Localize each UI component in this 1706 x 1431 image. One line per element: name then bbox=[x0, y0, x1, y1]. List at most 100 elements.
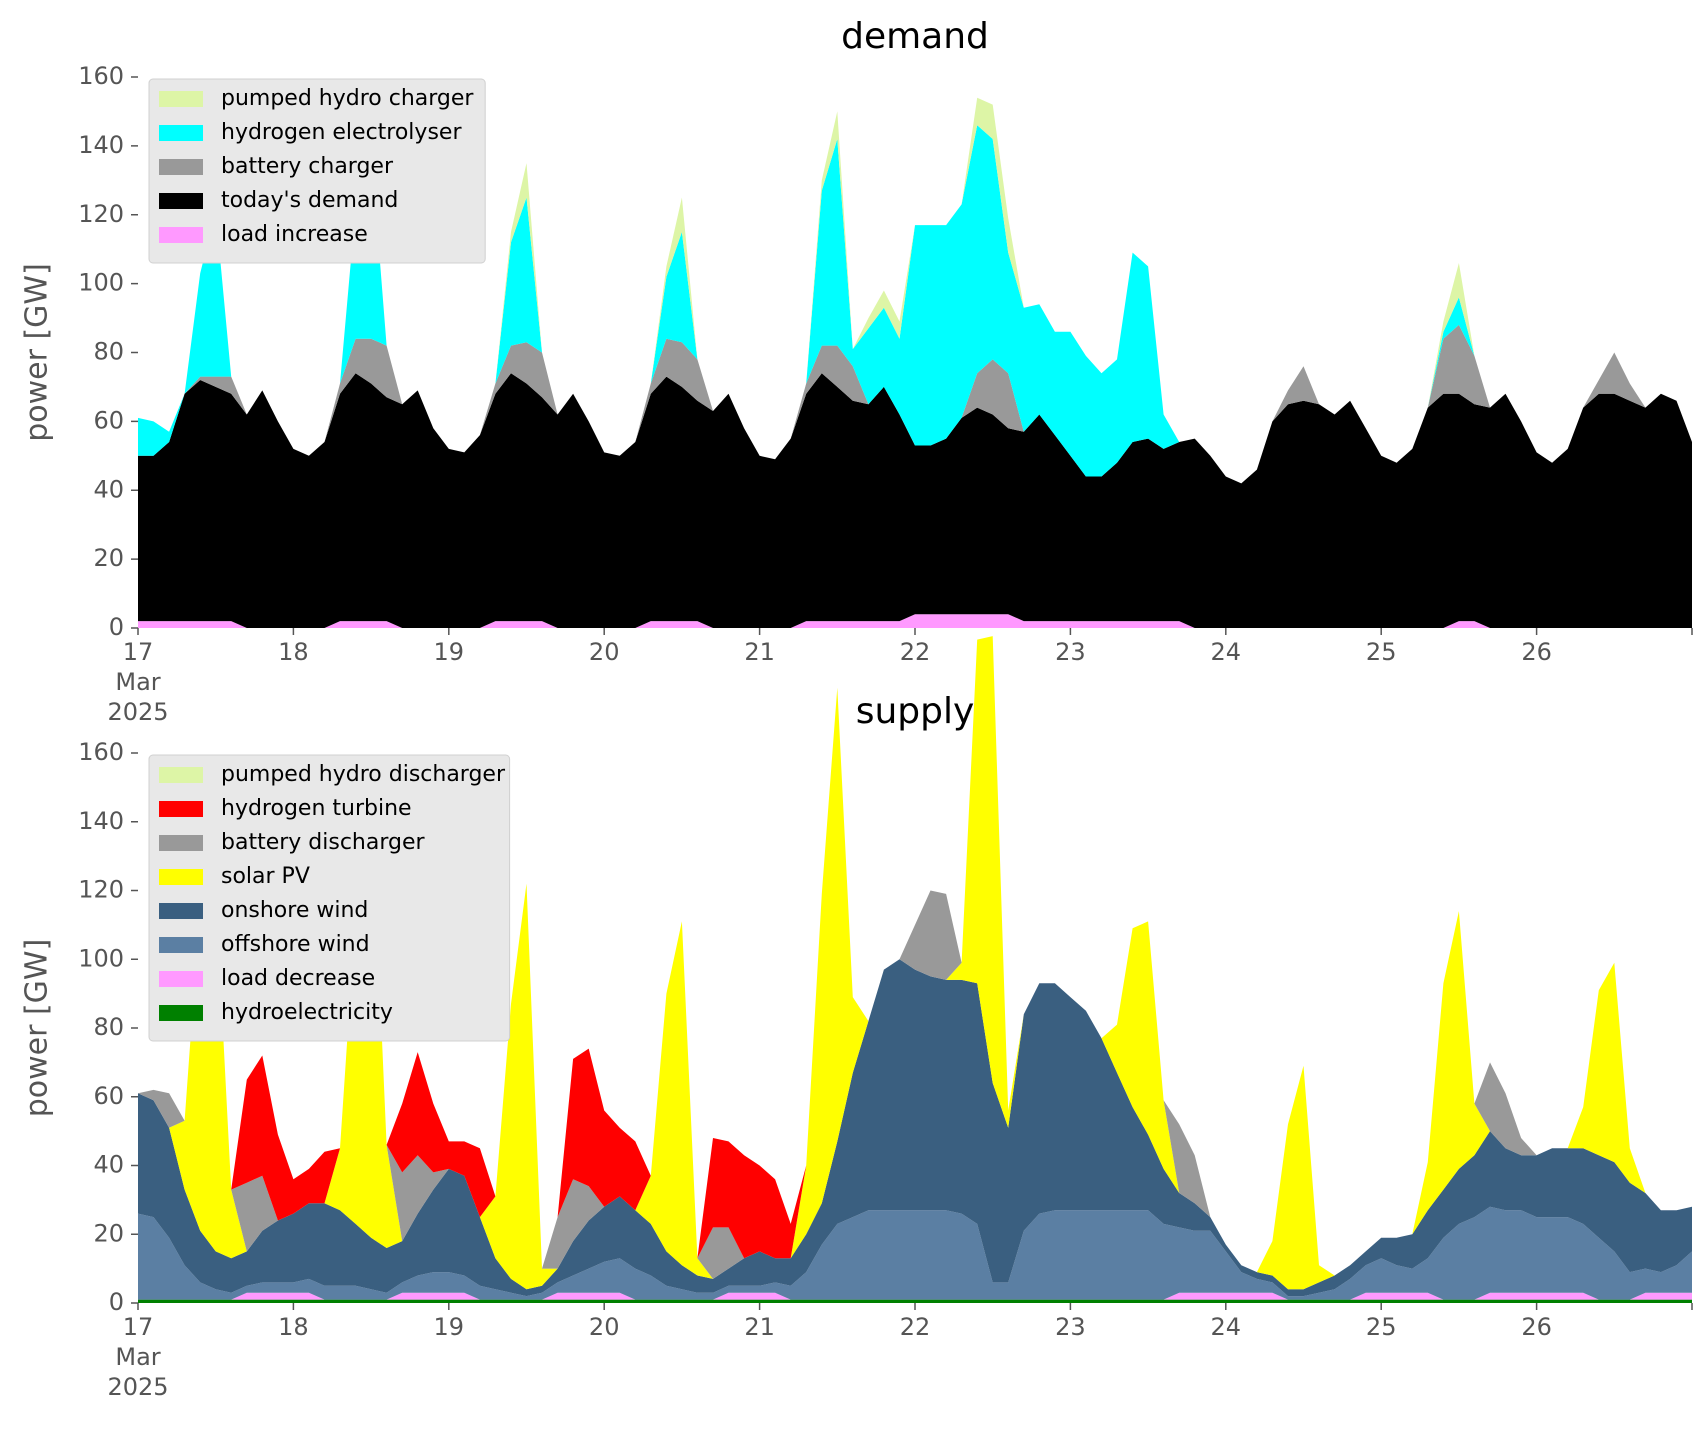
y-tick-label: 80 bbox=[93, 1013, 124, 1041]
area-series-battery-charger bbox=[138, 324, 1692, 484]
legend-item-load-increase: load increase bbox=[159, 222, 368, 247]
y-tick-label: 20 bbox=[93, 544, 124, 572]
y-axis-label: power [GW] bbox=[20, 263, 55, 442]
x-tick-label: 20 bbox=[589, 638, 620, 666]
legend-swatch bbox=[159, 869, 203, 885]
legend-label: load decrease bbox=[221, 966, 375, 991]
chart-title: supply bbox=[856, 691, 975, 732]
y-tick-label: 80 bbox=[93, 338, 124, 366]
legend-swatch bbox=[159, 801, 203, 817]
legend-item-hydrogen-turbine: hydrogen turbine bbox=[159, 796, 412, 821]
area-series-offshore-wind bbox=[138, 1206, 1692, 1300]
area-series-pumped-hydro-charger bbox=[138, 97, 1692, 484]
area-series-load-decrease bbox=[138, 1292, 1692, 1300]
y-axis: 0 20 40 60 80 100 120 140 160 bbox=[78, 738, 138, 1316]
legend-box bbox=[148, 754, 511, 1042]
legend-swatch bbox=[159, 767, 203, 783]
x-tick-label: 25 bbox=[1366, 1313, 1397, 1341]
x-tick-label: 24 bbox=[1211, 638, 1242, 666]
y-tick-label: 40 bbox=[93, 1151, 124, 1179]
legend-label: battery discharger bbox=[221, 830, 426, 855]
legend-label: pumped hydro charger bbox=[221, 86, 474, 111]
x-tick-label: 23 bbox=[1055, 1313, 1086, 1341]
y-tick-label: 40 bbox=[93, 475, 124, 503]
x-tick-label: 26 bbox=[1521, 1313, 1552, 1341]
area-series-hydrogen-turbine bbox=[138, 636, 1692, 1276]
legend-swatch bbox=[159, 159, 203, 175]
chart-title: demand bbox=[841, 16, 989, 57]
area-series-hydrogen-electrolyser bbox=[138, 125, 1692, 484]
y-tick-label: 60 bbox=[93, 1082, 124, 1110]
chart-panel-demand: demand 0 20 40 60 80 100 120 140 160 power [GW] 17M… bbox=[20, 16, 1693, 726]
x-tick-label: 23 bbox=[1055, 638, 1086, 666]
legend-swatch bbox=[159, 903, 203, 919]
x-tick-label: 2025 bbox=[107, 698, 168, 726]
y-axis-label: power [GW] bbox=[20, 939, 55, 1118]
y-tick-label: 140 bbox=[78, 131, 124, 159]
area-series-onshore-wind bbox=[138, 959, 1692, 1297]
legend-item-solar-pv: solar PV bbox=[159, 864, 310, 889]
legend-item-pumped-hydro-charger: pumped hydro charger bbox=[159, 86, 474, 111]
y-tick-label: 0 bbox=[109, 1288, 124, 1316]
legend-swatch bbox=[159, 1005, 203, 1021]
y-tick-label: 20 bbox=[93, 1219, 124, 1247]
x-tick-label: 19 bbox=[434, 1313, 465, 1341]
legend-swatch bbox=[159, 835, 203, 851]
legend-label: pumped hydro discharger bbox=[221, 762, 506, 787]
x-tick-label: 18 bbox=[278, 1313, 309, 1341]
legend-label: battery charger bbox=[221, 154, 394, 179]
y-tick-label: 120 bbox=[78, 876, 124, 904]
x-tick-label: 24 bbox=[1211, 1313, 1242, 1341]
x-tick-label: 18 bbox=[278, 638, 309, 666]
legend: pumped hydro charger hydrogen electrolyse… bbox=[148, 78, 486, 264]
legend-item-offshore-wind: offshore wind bbox=[159, 932, 370, 957]
legend-item-battery-discharger: battery discharger bbox=[159, 830, 426, 855]
legend-label: hydroelectricity bbox=[221, 1000, 393, 1025]
legend-item-load-decrease: load decrease bbox=[159, 966, 375, 991]
legend-label: hydrogen turbine bbox=[221, 796, 412, 821]
x-tick-label: 26 bbox=[1521, 638, 1552, 666]
y-tick-label: 160 bbox=[78, 738, 124, 766]
area-series-load-increase bbox=[138, 614, 1692, 628]
y-tick-label: 0 bbox=[109, 613, 124, 641]
y-tick-label: 120 bbox=[78, 200, 124, 228]
legend-item-battery-charger: battery charger bbox=[159, 154, 394, 179]
legend-label: load increase bbox=[221, 222, 368, 247]
legend-item-hydroelectricity: hydroelectricity bbox=[159, 1000, 393, 1025]
legend-swatch bbox=[159, 125, 203, 141]
x-tick-label: 22 bbox=[900, 638, 931, 666]
legend-swatch bbox=[159, 937, 203, 953]
x-tick-label: 21 bbox=[744, 638, 775, 666]
legend-item-onshore-wind: onshore wind bbox=[159, 898, 368, 923]
legend-swatch bbox=[159, 91, 203, 107]
x-tick-label: 21 bbox=[744, 1313, 775, 1341]
legend-box bbox=[148, 78, 486, 264]
x-tick-label: 17 bbox=[123, 1313, 154, 1341]
y-tick-label: 60 bbox=[93, 406, 124, 434]
area-series-today-s-demand bbox=[138, 373, 1692, 628]
y-axis: 0 20 40 60 80 100 120 140 160 bbox=[78, 62, 138, 641]
y-tick-label: 100 bbox=[78, 269, 124, 297]
x-tick-label: 17 bbox=[123, 638, 154, 666]
legend-label: onshore wind bbox=[221, 898, 368, 923]
legend: pumped hydro discharger hydrogen turbine b… bbox=[148, 754, 511, 1042]
x-tick-label: 19 bbox=[434, 638, 465, 666]
legend-label: offshore wind bbox=[221, 932, 370, 957]
x-tick-label: 20 bbox=[589, 1313, 620, 1341]
area-series-battery-discharger bbox=[138, 636, 1692, 1279]
area-series-hydroelectricity bbox=[138, 1299, 1692, 1303]
x-tick-label: 25 bbox=[1366, 638, 1397, 666]
legend-swatch bbox=[159, 193, 203, 209]
y-tick-label: 140 bbox=[78, 807, 124, 835]
x-tick-label: Mar bbox=[115, 668, 160, 696]
legend-swatch bbox=[159, 971, 203, 987]
legend-label: hydrogen electrolyser bbox=[221, 120, 462, 145]
y-tick-label: 160 bbox=[78, 62, 124, 90]
area-series-solar-pv bbox=[138, 636, 1692, 1290]
legend-swatch bbox=[159, 227, 203, 243]
legend-item-today-s-demand: today's demand bbox=[159, 188, 398, 213]
